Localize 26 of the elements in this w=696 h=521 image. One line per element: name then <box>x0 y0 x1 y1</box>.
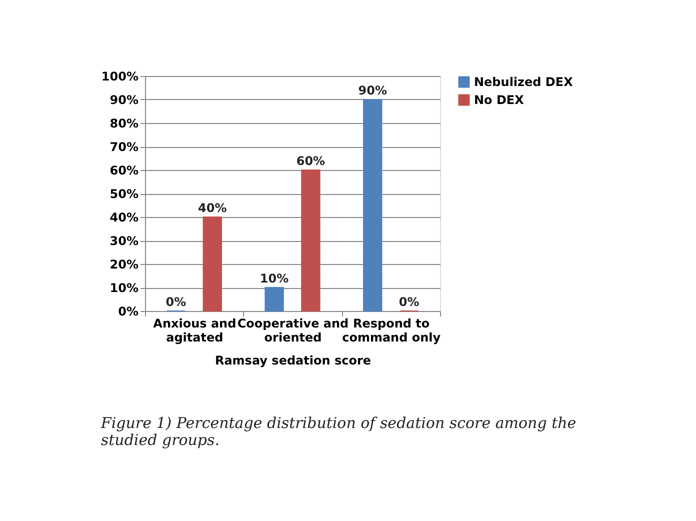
data-label: 0% <box>166 295 186 309</box>
x-tick-label: Anxious and agitated <box>153 316 236 344</box>
y-tick-label: 50% <box>110 187 138 201</box>
bar <box>264 287 284 312</box>
data-label: 0% <box>398 295 420 309</box>
y-tick-label: 0% <box>118 304 138 318</box>
y-tick-label: 40% <box>110 210 138 224</box>
x-axis-title: Ramsay sedation score <box>214 354 372 368</box>
data-label: 10% <box>260 272 289 286</box>
bar <box>202 216 222 312</box>
y-tick-label: 90% <box>110 93 138 107</box>
caption: Figure 1) Percentage distribution of sedation score among the studied groups. <box>100 414 576 449</box>
y-tick-label: 30% <box>110 234 138 248</box>
data-label: 90% <box>358 84 387 98</box>
bar <box>301 170 320 312</box>
y-tick-label: 70% <box>110 140 138 154</box>
y-tick-label: 80% <box>110 116 138 130</box>
legend-label: Nebulized DEX <box>474 75 574 89</box>
y-tick-label: 60% <box>110 164 138 178</box>
y-tick-label: 20% <box>110 258 138 272</box>
data-label: 40% <box>198 201 227 215</box>
y-tick-label: 100% <box>101 70 138 84</box>
y-tick-label: 10% <box>110 281 138 295</box>
bar <box>363 99 382 312</box>
legend-label: No DEX <box>474 93 525 107</box>
data-label: 60% <box>296 154 326 168</box>
